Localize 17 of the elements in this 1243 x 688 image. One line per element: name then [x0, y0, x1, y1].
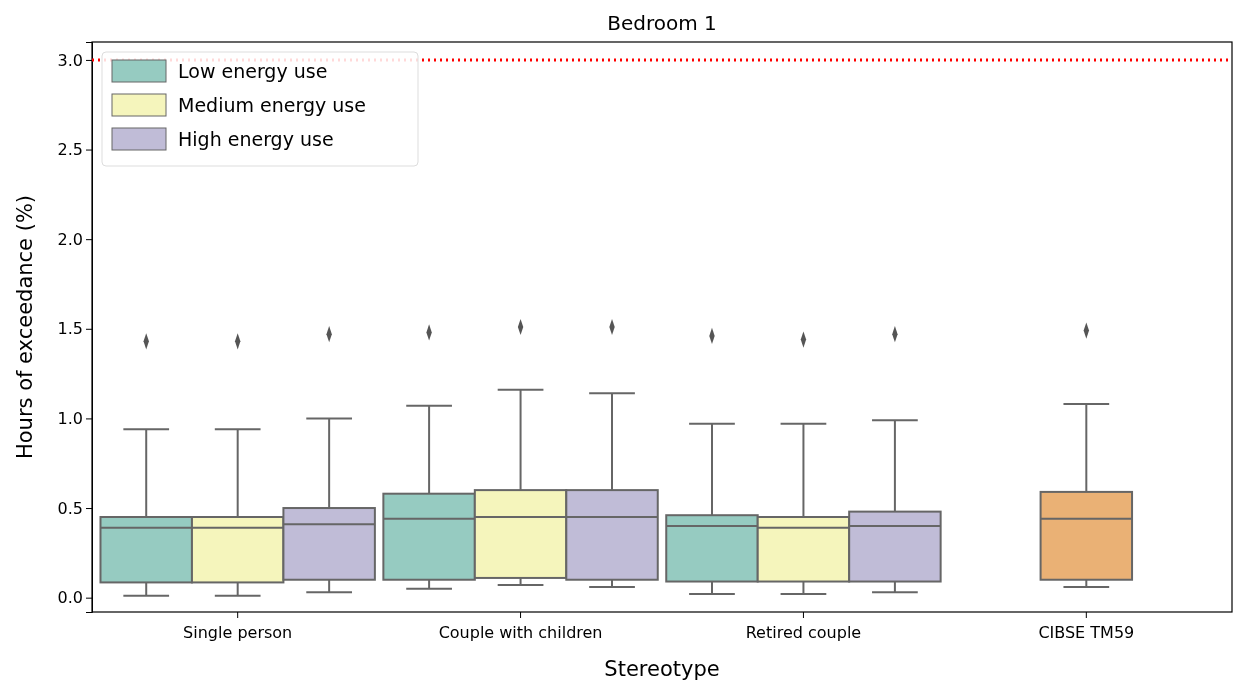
y-tick-label: 1.5: [57, 319, 83, 339]
legend-label: Low energy use: [178, 60, 328, 82]
y-tick-label: 1.0: [57, 409, 83, 429]
y-tick-label: 3.0: [57, 50, 83, 70]
legend-label: High energy use: [178, 128, 334, 150]
x-tick-label: Single person: [183, 623, 293, 642]
legend-label: Medium energy use: [178, 94, 366, 116]
y-tick-label: 2.0: [57, 229, 83, 249]
y-tick-label: 0.5: [57, 498, 83, 518]
x-tick-label: Retired couple: [745, 623, 862, 642]
y-tick-label: 2.5: [57, 140, 83, 160]
chart-title: Bedroom 1: [607, 11, 717, 35]
x-axis-title: Stereotype: [604, 657, 720, 681]
x-tick-label: CIBSE TM59: [1038, 623, 1135, 642]
x-tick-label: Couple with children: [438, 623, 603, 642]
y-axis-title: Hours of exceedance (%): [13, 194, 37, 460]
y-tick-label: 0.0: [57, 588, 83, 608]
